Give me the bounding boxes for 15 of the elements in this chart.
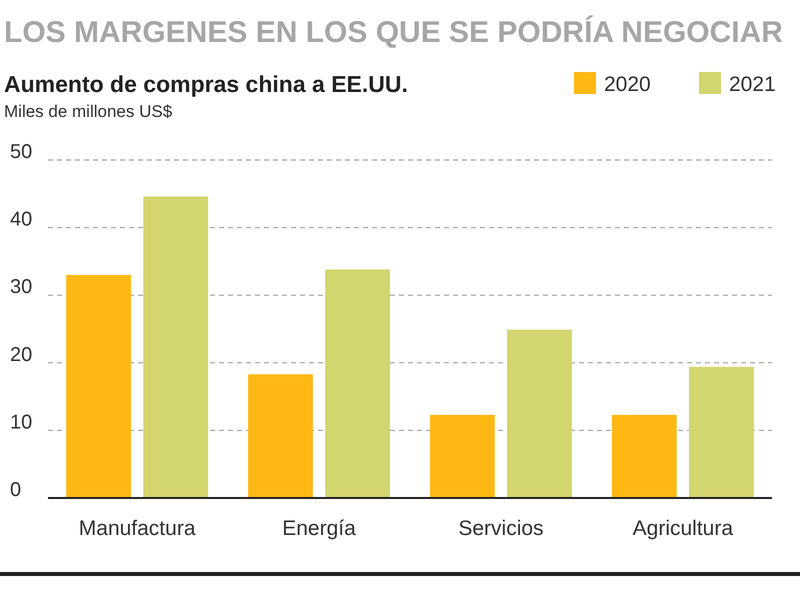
x-tick-label: Agricultura	[632, 517, 734, 540]
y-axis-title: Miles de millones US$	[4, 102, 173, 121]
x-tick-label: Servicios	[458, 517, 544, 540]
y-tick-label: 40	[10, 208, 32, 231]
y-tick-label: 20	[10, 344, 32, 366]
legend-label: 2021	[729, 73, 776, 96]
chart-title: LOS MARGENES EN LOS QUE SE PODRÍA NEGOCIAR	[4, 15, 784, 49]
y-tick-label: 30	[10, 276, 32, 298]
legend-label: 2020	[604, 73, 651, 96]
x-tick-label: Energía	[282, 517, 356, 540]
chart-subtitle: Aumento de compras china a EE.UU.	[4, 71, 408, 97]
y-tick-label: 50	[10, 141, 32, 163]
y-tick-label: 0	[10, 479, 22, 501]
y-tick-label: 10	[10, 411, 32, 434]
x-tick-label: Manufactura	[78, 517, 196, 540]
